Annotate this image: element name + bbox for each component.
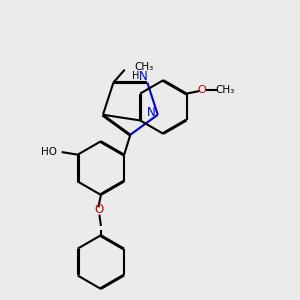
Text: CH₃: CH₃ — [134, 62, 153, 72]
Text: O: O — [198, 85, 206, 95]
Text: CH₃: CH₃ — [216, 85, 235, 95]
Text: H: H — [132, 71, 140, 81]
Text: O: O — [95, 203, 104, 216]
Text: N: N — [139, 70, 148, 83]
Text: N: N — [147, 106, 156, 119]
Text: HO: HO — [40, 147, 56, 157]
